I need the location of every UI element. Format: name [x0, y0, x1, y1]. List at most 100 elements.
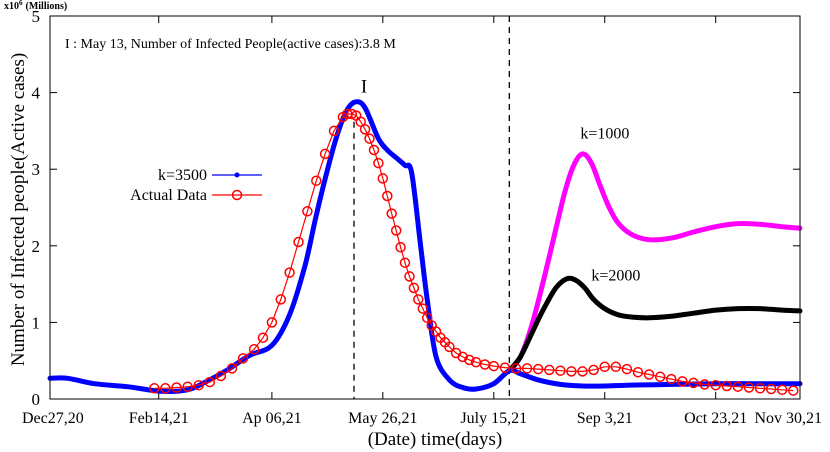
- data-point-actual-data: [721, 380, 733, 392]
- y-multiplier-exp: 6: [19, 0, 23, 7]
- data-point-actual-data: [654, 371, 666, 383]
- data-point-actual-data: [275, 294, 287, 305]
- data-point-actual-data: [632, 366, 644, 378]
- data-point-actual-data: [386, 208, 397, 219]
- data-point-actual-data: [226, 363, 238, 374]
- data-point-actual-data: [328, 125, 340, 137]
- data-point-actual-data: [499, 362, 511, 373]
- legend-marker-k3500: [234, 172, 240, 178]
- x-tick-label: Ap 06,21: [242, 410, 302, 427]
- series-layer: [47, 99, 803, 396]
- x-tick-label: July 15,21: [460, 410, 527, 427]
- data-point-actual-data: [566, 366, 577, 377]
- x-tick-label: Dec27,20: [22, 410, 84, 427]
- data-point-actual-data: [377, 173, 389, 184]
- data-point-actual-data: [421, 312, 433, 324]
- data-point-actual-data: [204, 376, 216, 388]
- x-tick-label: Feb14,21: [129, 410, 189, 427]
- data-point-actual-data: [510, 363, 522, 374]
- data-point-actual-data: [346, 108, 358, 120]
- y-multiplier-base: x10: [4, 1, 19, 12]
- y-tick-label: 2: [32, 237, 41, 256]
- data-point-actual-data: [521, 363, 533, 374]
- data-point-actual-data: [266, 317, 278, 328]
- data-point-actual-data: [732, 381, 744, 392]
- data-point-actual-data: [788, 385, 799, 396]
- data-point-actual-data: [302, 206, 313, 217]
- data-point-actual-data: [588, 364, 599, 376]
- data-point-actual-data: [699, 379, 710, 390]
- data-point-actual-data: [364, 133, 375, 144]
- data-point-actual-data: [404, 271, 415, 282]
- y-multiplier-unit: (Millions): [26, 1, 68, 12]
- data-point-actual-data: [319, 148, 331, 160]
- data-point-actual-data: [666, 373, 677, 385]
- data-point-actual-data: [488, 360, 500, 372]
- y-tick-label: 1: [32, 313, 41, 332]
- data-point-actual-data: [643, 369, 655, 380]
- data-point-actual-data: [743, 382, 755, 393]
- peak-marker-label: I: [361, 77, 367, 98]
- data-point-actual-data: [677, 376, 688, 387]
- series-line-actual-data: [154, 113, 794, 392]
- data-point-actual-data: [284, 267, 295, 278]
- data-point-actual-data: [544, 364, 555, 376]
- data-point-actual-data: [149, 383, 160, 394]
- series-line-k-2000: [506, 275, 803, 374]
- data-point-actual-data: [257, 332, 269, 343]
- data-point-actual-data: [555, 365, 566, 376]
- data-point-actual-data: [215, 370, 227, 382]
- data-point-actual-data: [193, 379, 204, 391]
- data-point-actual-data: [754, 383, 766, 394]
- data-point-actual-data: [399, 257, 411, 268]
- data-point-actual-data: [577, 366, 588, 377]
- x-tick-label: Nov 30,21: [754, 410, 822, 427]
- data-point-actual-data: [373, 157, 384, 169]
- data-point-actual-data: [776, 384, 788, 396]
- legend-label-k3500: k=3500: [158, 167, 207, 184]
- data-point-actual-data: [248, 343, 260, 355]
- data-point-actual-data: [413, 294, 424, 305]
- data-point-actual-data: [395, 242, 406, 253]
- data-point-actual-data: [171, 382, 182, 393]
- y-tick-label: 5: [32, 7, 41, 26]
- data-point-actual-data: [408, 282, 420, 294]
- series-label-k1000: k=1000: [580, 126, 629, 143]
- series-line-k-3500: [47, 99, 803, 395]
- x-axis-label: (Date) time(days): [368, 429, 503, 450]
- data-point-actual-data: [765, 383, 777, 395]
- y-multiplier: x106 (Millions): [4, 0, 67, 12]
- series-line-k-1000: [506, 151, 803, 374]
- data-point-actual-data: [382, 190, 393, 202]
- data-point-actual-data: [390, 225, 402, 236]
- data-point-actual-data: [359, 124, 371, 135]
- legend: k=3500 Actual Data: [130, 167, 262, 204]
- data-point-actual-data: [311, 175, 322, 186]
- data-point-actual-data: [444, 341, 455, 353]
- data-point-actual-data: [710, 379, 721, 391]
- y-axis-label: Number of Infected people(Active cases): [8, 53, 29, 366]
- legend-marker-actual-data: [231, 189, 243, 201]
- series-actual-data: [149, 108, 799, 396]
- plot-frame: [49, 15, 801, 400]
- data-point-actual-data: [532, 363, 544, 375]
- data-point-actual-data: [293, 236, 304, 248]
- axis-ticks: 0 1 2 3 4 5 Dec27,20 Feb14,21 Ap 06,21 May 26,21 J…: [22, 7, 822, 427]
- data-point-actual-data: [599, 361, 610, 373]
- dashed-lines: [353, 16, 510, 399]
- data-point-actual-data: [237, 353, 249, 364]
- data-point-actual-data: [368, 144, 380, 156]
- data-point-actual-data: [355, 116, 366, 127]
- series-label-k2000: k=2000: [591, 267, 640, 284]
- data-point-actual-data: [182, 381, 193, 392]
- y-tick-label: 3: [32, 160, 41, 179]
- data-point-actual-data: [610, 361, 622, 373]
- annotation-text: I : May 13, Number of Infected People(ac…: [65, 37, 396, 52]
- data-point-actual-data: [160, 383, 171, 394]
- data-point-actual-data: [688, 377, 699, 389]
- data-point-actual-data: [417, 303, 429, 314]
- y-tick-label: 0: [32, 390, 41, 409]
- data-point-actual-data: [464, 354, 475, 366]
- x-tick-label: Oct 23,21: [684, 410, 747, 427]
